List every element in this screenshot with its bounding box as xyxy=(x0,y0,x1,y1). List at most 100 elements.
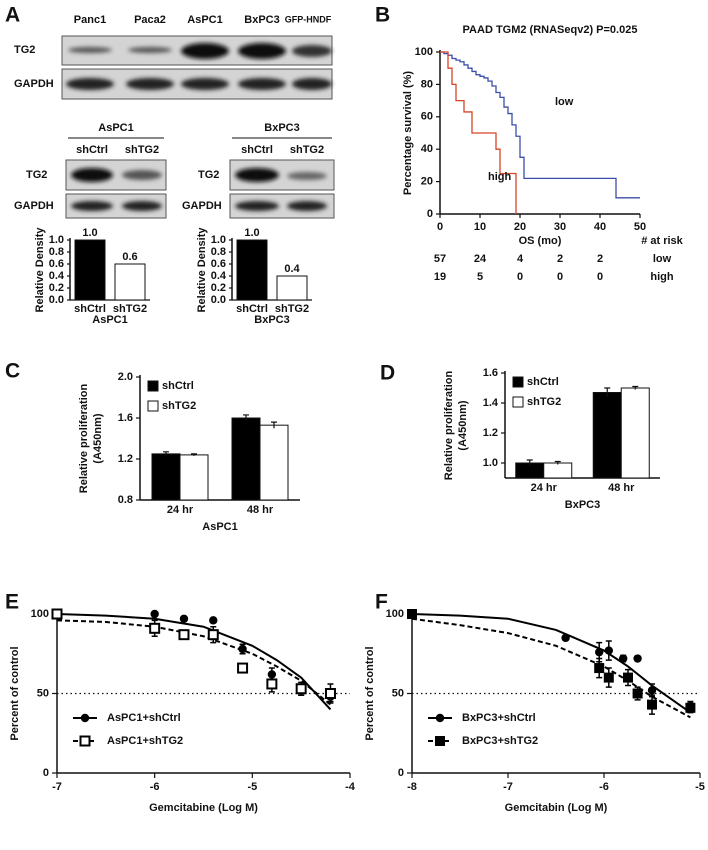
point xyxy=(435,736,445,746)
value-label: 0.4 xyxy=(284,263,300,275)
point xyxy=(266,678,278,690)
x-tick-label: shTG2 xyxy=(113,303,147,315)
value-label: 1.0 xyxy=(82,227,97,239)
point xyxy=(237,662,249,674)
error-bar xyxy=(271,421,277,429)
y-tick-label: 50 xyxy=(37,687,49,699)
y-tick-label: 0.0 xyxy=(49,294,64,306)
panel-label: B xyxy=(375,4,390,27)
curve-label: low xyxy=(555,96,574,108)
x-tick-label: -5 xyxy=(247,781,257,793)
error-bar xyxy=(243,414,249,422)
bands xyxy=(71,168,162,211)
y-tick-label: 100 xyxy=(415,46,433,58)
point xyxy=(604,646,613,655)
band xyxy=(66,78,114,90)
bar xyxy=(620,387,650,479)
x-axis-label: Gemcitabine (Log M) xyxy=(149,802,258,814)
x-axis-label: Gemcitabin (Log M) xyxy=(505,802,608,814)
point xyxy=(594,663,605,674)
at-risk-count: 2 xyxy=(597,253,603,265)
bands xyxy=(235,168,327,211)
panel-label: F xyxy=(375,591,388,614)
legend-label: shCtrl xyxy=(162,380,194,392)
y-tick-label: 1.0 xyxy=(49,234,64,246)
band xyxy=(292,45,332,57)
point xyxy=(619,654,628,663)
legend-swatch xyxy=(512,376,524,388)
y-tick-label: 1.2 xyxy=(483,427,498,439)
lane-label: Paca2 xyxy=(134,14,166,26)
y-tick-label: 0.8 xyxy=(118,494,133,506)
fit-curve xyxy=(411,613,691,714)
bar xyxy=(592,392,622,479)
point xyxy=(407,609,417,619)
at-risk-count: 19 xyxy=(434,271,446,283)
band xyxy=(181,78,229,90)
lane-label: shCtrl xyxy=(241,144,273,156)
lane-label: shTG2 xyxy=(290,144,324,156)
band xyxy=(128,47,172,53)
value-label: 0.6 xyxy=(122,251,137,263)
panel-label: E xyxy=(5,591,19,614)
x-axis-label: AsPC1 xyxy=(92,314,127,326)
legend-label: shCtrl xyxy=(527,376,559,388)
y-axis-label: Relative Density xyxy=(196,227,208,313)
point xyxy=(632,688,643,699)
bar xyxy=(236,239,268,301)
row-label: GAPDH xyxy=(182,200,222,212)
legend-label: shTG2 xyxy=(162,400,196,412)
y-tick-label: 0.8 xyxy=(211,246,226,258)
x-tick-label: -7 xyxy=(503,781,513,793)
x-tick-label: 30 xyxy=(554,221,566,233)
band xyxy=(287,172,327,180)
x-tick-label: -6 xyxy=(599,781,609,793)
value-label: 1.0 xyxy=(244,227,259,239)
survival-curve xyxy=(440,51,517,214)
x-axis-label: BxPC3 xyxy=(565,499,600,511)
survival-curve xyxy=(440,51,640,199)
at-risk-title: # at risk xyxy=(641,235,683,247)
legend-swatch xyxy=(147,400,159,412)
bar xyxy=(231,417,261,501)
chart-title: PAAD TGM2 (RNASeqv2) P=0.025 xyxy=(463,24,638,36)
y-tick-label: 0.6 xyxy=(49,258,64,270)
point xyxy=(561,633,570,643)
point xyxy=(79,735,91,747)
error-bar xyxy=(632,385,639,390)
error-bar xyxy=(604,387,611,397)
at-risk-count: 2 xyxy=(557,253,563,265)
at-risk-count: 5 xyxy=(477,271,483,283)
y-tick-label: 1.0 xyxy=(483,457,498,469)
y-tick-label: 60 xyxy=(421,111,433,123)
blot-bxpc3: BxPC3 shCtrl shTG2 TG2 GAPDH xyxy=(182,122,335,219)
blot-aspc1: AsPC1 shCtrl shTG2 TG2 GAPDH xyxy=(14,122,167,219)
y-axis-label: (A450nm) xyxy=(457,400,469,450)
row-label: TG2 xyxy=(14,44,35,56)
band xyxy=(235,168,279,182)
y-tick-label: 0.6 xyxy=(211,258,226,270)
x-tick-label: shCtrl xyxy=(74,303,106,315)
point xyxy=(603,672,614,683)
y-tick-label: 1.6 xyxy=(118,412,133,424)
panel-label: A xyxy=(5,4,20,27)
x-tick-label: -5 xyxy=(695,781,705,793)
y-tick-label: 1.6 xyxy=(483,367,498,379)
point xyxy=(179,614,189,623)
band xyxy=(126,78,174,90)
y-axis-label: Percentage survival (%) xyxy=(402,71,414,195)
y-tick-label: 0 xyxy=(398,767,404,779)
point xyxy=(647,699,657,710)
x-axis-label: OS (mo) xyxy=(519,235,562,247)
y-tick-label: 100 xyxy=(31,608,49,620)
lane-label: shTG2 xyxy=(125,144,159,156)
x-tick-label: 24 hr xyxy=(531,482,558,494)
blot-top: Panc1 Paca2 AsPC1 BxPC3 GFP-HNDF TG2 GAP… xyxy=(14,14,333,100)
x-tick-label: 40 xyxy=(594,221,606,233)
row-label: TG2 xyxy=(198,169,219,181)
at-risk-count: 4 xyxy=(517,253,524,265)
y-tick-label: 0.0 xyxy=(211,294,226,306)
x-tick-label: 0 xyxy=(437,221,443,233)
legend-swatch xyxy=(147,380,159,392)
